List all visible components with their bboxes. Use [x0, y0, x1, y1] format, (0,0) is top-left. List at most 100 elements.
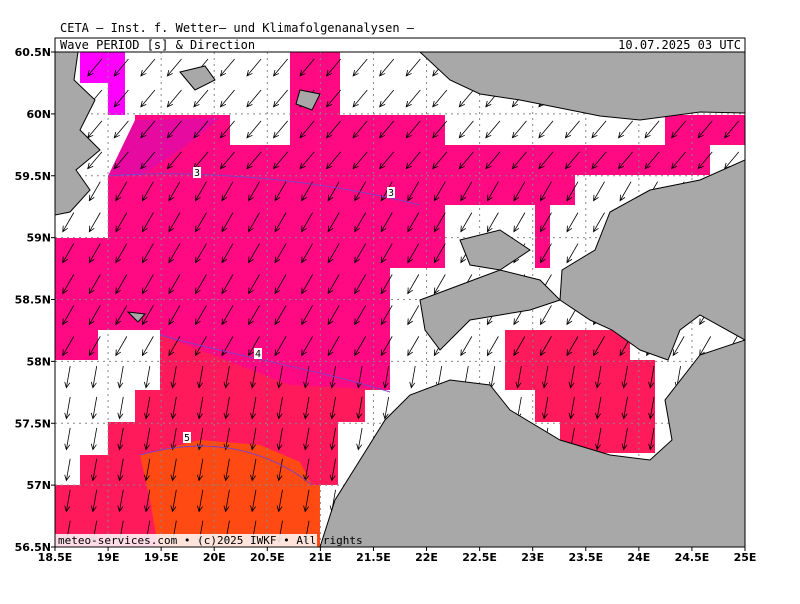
- arrow: [433, 243, 446, 264]
- arrow: [250, 458, 257, 482]
- arrow: [697, 151, 713, 170]
- lat-label: 56.5N: [15, 541, 51, 554]
- arrow: [724, 120, 740, 139]
- period-field-magenta: [80, 52, 125, 115]
- arrow: [143, 489, 151, 513]
- contour-labels: 3 3 4 5: [183, 167, 395, 444]
- lon-label: 25E: [734, 551, 757, 564]
- arrow: [221, 181, 234, 202]
- arrow: [219, 120, 235, 139]
- arrow: [356, 365, 363, 389]
- arrow: [64, 396, 71, 420]
- arrow: [380, 305, 393, 326]
- arrow: [62, 212, 75, 233]
- arrow: [697, 120, 713, 139]
- arrow: [276, 365, 283, 389]
- arrow: [407, 274, 420, 295]
- arrow: [117, 365, 124, 389]
- arrow: [88, 181, 101, 202]
- arrow: [170, 489, 177, 513]
- arrow: [407, 336, 420, 357]
- arrow: [272, 151, 288, 170]
- lon-label: 23.5E: [568, 551, 603, 564]
- arrow: [250, 489, 257, 513]
- arrow: [593, 181, 605, 202]
- title: Wave PERIOD [s] & Direction: [60, 38, 255, 52]
- lat-label: 59.5N: [15, 170, 51, 183]
- arrow: [325, 58, 342, 77]
- arrow: [248, 243, 260, 264]
- arrow: [87, 151, 103, 170]
- arrow: [327, 305, 340, 326]
- arrow: [195, 181, 207, 202]
- arrow: [325, 151, 342, 170]
- arrow: [513, 181, 526, 202]
- arrow: [248, 274, 260, 295]
- arrow: [325, 120, 342, 139]
- lon-label: 20E: [203, 551, 226, 564]
- arrow: [88, 305, 101, 326]
- arrow: [327, 181, 340, 202]
- arrow: [168, 305, 181, 326]
- arrow: [115, 305, 128, 326]
- arrow: [513, 212, 526, 233]
- arrow: [433, 212, 446, 233]
- arrow: [564, 151, 580, 170]
- arrow: [379, 120, 395, 139]
- arrow: [141, 212, 154, 233]
- lat-label: 59N: [26, 232, 51, 245]
- lat-label: 57.5N: [15, 417, 51, 430]
- arrow: [143, 458, 151, 482]
- lon-label: 21E: [309, 551, 332, 564]
- arrow: [648, 396, 655, 420]
- arrow: [113, 120, 129, 139]
- arrow: [511, 120, 527, 139]
- arrow: [221, 212, 234, 233]
- arrow: [195, 305, 207, 326]
- arrow: [595, 396, 602, 420]
- arrow: [485, 120, 501, 139]
- arrow: [352, 120, 368, 139]
- arrow: [593, 336, 605, 357]
- arrow: [566, 181, 579, 202]
- arrow: [591, 151, 607, 170]
- arrow: [568, 396, 575, 420]
- arrow: [117, 396, 124, 420]
- arrow: [141, 305, 154, 326]
- arrow: [115, 243, 128, 264]
- lat-label: 57N: [26, 479, 51, 492]
- arrow: [621, 427, 628, 451]
- arrow: [327, 212, 340, 233]
- contour-label: 3: [388, 188, 394, 199]
- arrow: [644, 151, 660, 170]
- arrow: [272, 120, 288, 139]
- credit: meteo-services.com • (c)2025 IWKF • All …: [58, 534, 363, 547]
- arrow: [299, 151, 315, 170]
- arrow: [141, 243, 154, 264]
- arrow: [64, 365, 71, 389]
- institute-label: CETA — Inst. f. Wetter— und Klimafolgena…: [60, 21, 415, 35]
- arrow: [380, 336, 393, 357]
- arrow: [617, 151, 633, 170]
- arrow: [87, 58, 103, 77]
- arrow: [409, 365, 416, 389]
- axes: 60.5N 60N 59.5N 59N 58.5N 58N 57.5N 57N 56.5N18.…: [15, 46, 757, 564]
- arrow: [170, 427, 177, 451]
- arrow: [432, 89, 448, 108]
- arrow: [352, 151, 368, 170]
- arrow: [250, 365, 257, 389]
- arrow: [141, 181, 154, 202]
- arrow: [354, 305, 367, 326]
- arrow: [432, 120, 448, 139]
- period-field-pink: [55, 52, 745, 390]
- arrow: [354, 212, 367, 233]
- arrow: [115, 212, 128, 233]
- arrow: [303, 427, 310, 451]
- arrow: [276, 427, 283, 451]
- arrow: [301, 243, 313, 264]
- arrow: [274, 274, 287, 295]
- arrow: [246, 120, 262, 139]
- arrow: [143, 396, 151, 420]
- arrow: [405, 151, 421, 170]
- arrow: [354, 336, 367, 357]
